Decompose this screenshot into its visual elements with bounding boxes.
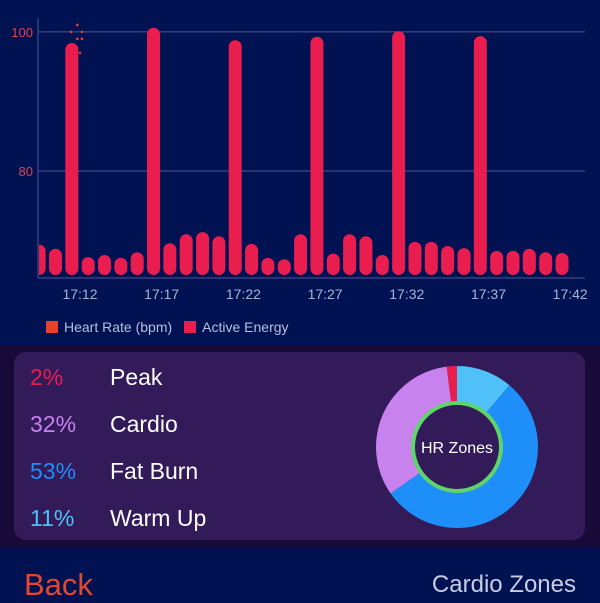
zone-row-cardio: 32% Cardio — [30, 411, 178, 438]
active-energy-bar — [490, 250, 504, 275]
active-energy-bar — [277, 259, 291, 275]
active-energy-bar — [130, 252, 144, 275]
zone-percent: 53% — [30, 458, 77, 484]
back-button[interactable]: Back — [24, 567, 93, 602]
active-energy-bar — [39, 244, 46, 275]
active-energy-bar — [81, 257, 95, 275]
hr-zones-donut: HR Zones — [376, 366, 538, 528]
x-tick-label: 17:27 — [308, 286, 343, 302]
active-energy-bar — [392, 31, 406, 275]
chart-legend: Heart Rate (bpm) Active Energy — [46, 319, 289, 335]
zone-percent: 2% — [30, 364, 64, 390]
heart-rate-point — [80, 30, 84, 34]
donut-slice-fat-burn — [390, 385, 538, 528]
active-energy-bar — [375, 255, 389, 275]
active-energy-bar — [294, 234, 308, 275]
donut-center-ring — [411, 401, 503, 493]
active-energy-bar — [65, 43, 79, 276]
x-tick-label: 17:17 — [144, 286, 179, 302]
legend-swatch-active-energy — [184, 321, 197, 333]
heart-rate-point — [69, 30, 73, 34]
zone-row-warm-up: 11% Warm Up — [30, 505, 206, 532]
y-tick-label: 100 — [11, 25, 33, 40]
legend-label-heart-rate: Heart Rate (bpm) — [64, 319, 173, 335]
active-energy-bar — [196, 232, 210, 275]
active-energy-bar — [48, 248, 62, 275]
active-energy-bar — [147, 27, 161, 275]
donut-center-label: HR Zones — [421, 440, 493, 457]
active-energy-bar — [212, 236, 226, 275]
heart-rate-point — [80, 37, 84, 41]
x-tick-label: 17:12 — [62, 286, 97, 302]
y-tick-label: 80 — [19, 164, 33, 179]
active-energy-bar — [555, 252, 569, 275]
x-tick-label: 17:22 — [226, 286, 261, 302]
zone-name: Cardio — [110, 411, 178, 437]
donut-slice-warm-up — [457, 366, 510, 414]
heart-rate-point — [78, 51, 82, 55]
hr-zones-card: 2% Peak 32% Cardio 53% Fat Burn 11% Warm Up HR … — [14, 352, 585, 540]
zone-row-fat-burn: 53% Fat Burn — [30, 458, 198, 485]
active-energy-bar — [441, 246, 455, 275]
x-tick-label: 17:42 — [553, 286, 588, 302]
active-energy-bar — [179, 234, 193, 275]
zone-name: Warm Up — [110, 505, 207, 531]
chart-plot: 80 100 17:12 17:17 17:22 17:27 17:32 17:37 17:42 — [11, 18, 588, 302]
active-energy-bar — [408, 241, 422, 275]
active-energy-bar — [506, 250, 520, 275]
zone-row-peak: 2% Peak — [30, 364, 162, 391]
active-energy-bar — [539, 252, 553, 275]
active-energy-bar — [343, 234, 357, 275]
zone-percent: 11% — [30, 505, 75, 531]
active-energy-bar — [473, 36, 487, 276]
zone-name: Peak — [110, 364, 163, 390]
footer-bar: Back Cardio Zones — [0, 547, 600, 602]
legend-label-active-energy: Active Energy — [202, 319, 289, 335]
active-energy-bar — [359, 236, 373, 275]
legend-swatch-heart-rate — [46, 321, 58, 333]
active-energy-bar — [163, 243, 177, 275]
donut-slice-peak — [446, 366, 457, 404]
active-energy-bar — [457, 248, 471, 275]
active-energy-bar — [424, 241, 438, 275]
heart-rate-point — [75, 37, 79, 41]
active-energy-bar — [310, 36, 324, 276]
active-energy-bar — [245, 243, 259, 275]
active-energy-bar — [522, 248, 536, 275]
active-energy-bar — [98, 255, 112, 275]
zone-name: Fat Burn — [110, 458, 199, 484]
heart-rate-chart: 80 100 17:12 17:17 17:22 17:27 17:32 17:37 17:42… — [11, 18, 588, 335]
active-energy-bar — [114, 257, 128, 275]
active-energy-bar — [228, 40, 242, 276]
x-tick-label: 17:32 — [389, 286, 424, 302]
page-title: Cardio Zones — [431, 571, 576, 598]
heart-rate-point — [75, 23, 79, 27]
donut-slice-cardio — [376, 366, 452, 494]
x-tick-label: 17:37 — [471, 286, 506, 302]
active-energy-bar — [261, 257, 275, 275]
zone-percent: 32% — [30, 411, 77, 437]
hr-zones-panel: 2% Peak 32% Cardio 53% Fat Burn 11% Warm Up HR … — [0, 345, 600, 547]
active-energy-bar — [326, 253, 340, 275]
